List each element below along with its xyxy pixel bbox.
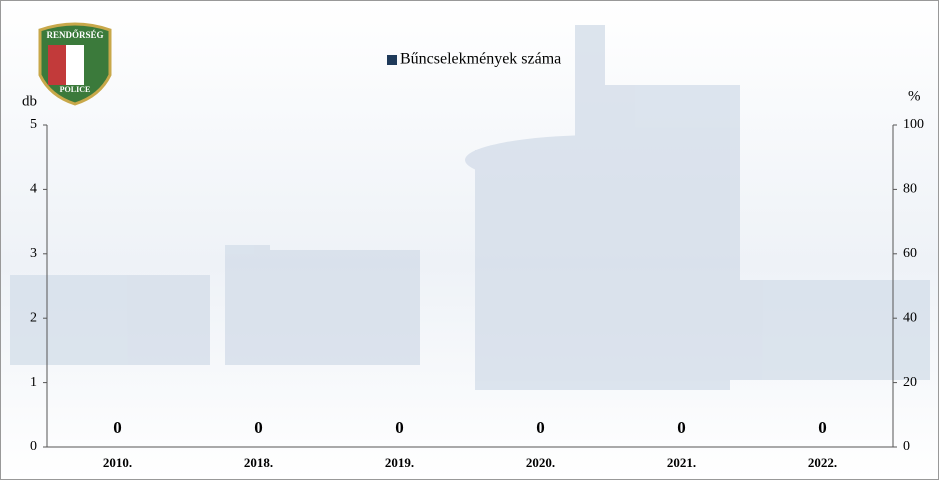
y-tick-label: 2 bbox=[30, 310, 37, 325]
y2-axis-label: % bbox=[908, 88, 921, 104]
y2-tick-label: 40 bbox=[903, 310, 917, 325]
logo-top-text: RENDŐRSÉG bbox=[46, 30, 103, 40]
data-label: 0 bbox=[254, 418, 263, 437]
y-tick-label: 0 bbox=[30, 439, 37, 454]
x-tick-label: 2020. bbox=[526, 455, 555, 470]
logo: RENDŐRSÉG POLICE bbox=[38, 22, 112, 106]
logo-bottom-text: POLICE bbox=[60, 85, 91, 94]
data-label: 0 bbox=[395, 418, 404, 437]
x-tick-label: 2022. bbox=[808, 455, 837, 470]
y-axis-label: db bbox=[22, 93, 37, 109]
y-tick-label: 3 bbox=[30, 246, 37, 261]
y2-tick-label: 60 bbox=[903, 246, 917, 261]
y2-tick-label: 20 bbox=[903, 375, 917, 390]
x-tick-label: 2021. bbox=[667, 455, 696, 470]
data-label: 0 bbox=[536, 418, 545, 437]
x-tick-label: 2018. bbox=[244, 455, 273, 470]
y2-tick-label: 0 bbox=[903, 439, 910, 454]
data-label: 0 bbox=[818, 418, 827, 437]
y-tick-label: 1 bbox=[30, 375, 37, 390]
y-tick-label: 5 bbox=[30, 117, 37, 132]
x-tick-label: 2019. bbox=[385, 455, 414, 470]
y2-tick-label: 80 bbox=[903, 182, 917, 197]
x-tick-label: 2010. bbox=[103, 455, 132, 470]
background-buildings bbox=[10, 25, 930, 390]
y-tick-label: 4 bbox=[30, 182, 37, 197]
data-label: 0 bbox=[113, 418, 122, 437]
legend-swatch bbox=[387, 55, 397, 65]
y2-tick-label: 100 bbox=[903, 117, 924, 132]
legend-label: Bűncselekmények száma bbox=[400, 51, 561, 68]
data-label: 0 bbox=[677, 418, 686, 437]
